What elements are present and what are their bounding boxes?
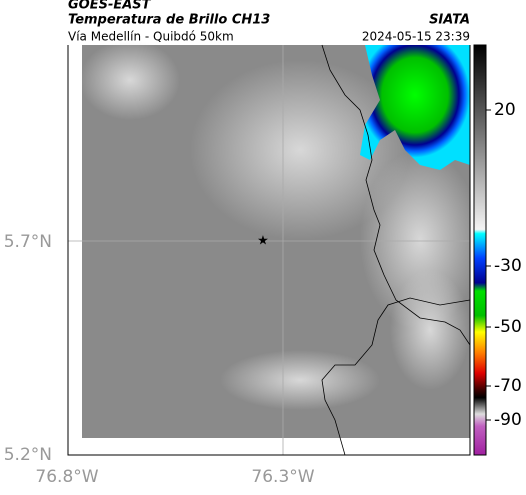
colorbar: 20 -30 -50 -70 -90 xyxy=(473,44,522,456)
cloud xyxy=(80,40,180,120)
colorbar-tick-label: -50 xyxy=(494,317,522,337)
lat-label: 5.7°N xyxy=(4,232,52,252)
description: Vía Medellín - Quibdó 50km xyxy=(68,30,234,44)
colorbar-tick-label: -70 xyxy=(494,376,522,396)
storm-cell xyxy=(360,45,470,170)
colorbar-scale xyxy=(473,44,487,456)
lon-label: 76.8°W xyxy=(35,467,98,487)
map-frame xyxy=(67,45,471,456)
colorbar-tick-label: 20 xyxy=(494,100,516,120)
source: SIATA xyxy=(429,13,470,28)
cloud xyxy=(220,350,380,410)
border xyxy=(321,297,471,456)
colorbar-tick-label: -90 xyxy=(494,410,522,430)
title: GOES-EAST xyxy=(68,0,152,13)
border xyxy=(321,44,471,346)
location-marker: ★ xyxy=(257,234,269,249)
cloud xyxy=(390,270,470,390)
map: ★ xyxy=(67,40,480,456)
subtitle: Temperatura de Brillo CH13 xyxy=(68,13,270,28)
colorbar-tick-label: -30 xyxy=(494,256,522,276)
timestamp: 2024-05-15 23:39 xyxy=(362,30,470,44)
lat-label: 5.2°N xyxy=(4,445,52,465)
lon-label: 76.3°W xyxy=(251,467,314,487)
